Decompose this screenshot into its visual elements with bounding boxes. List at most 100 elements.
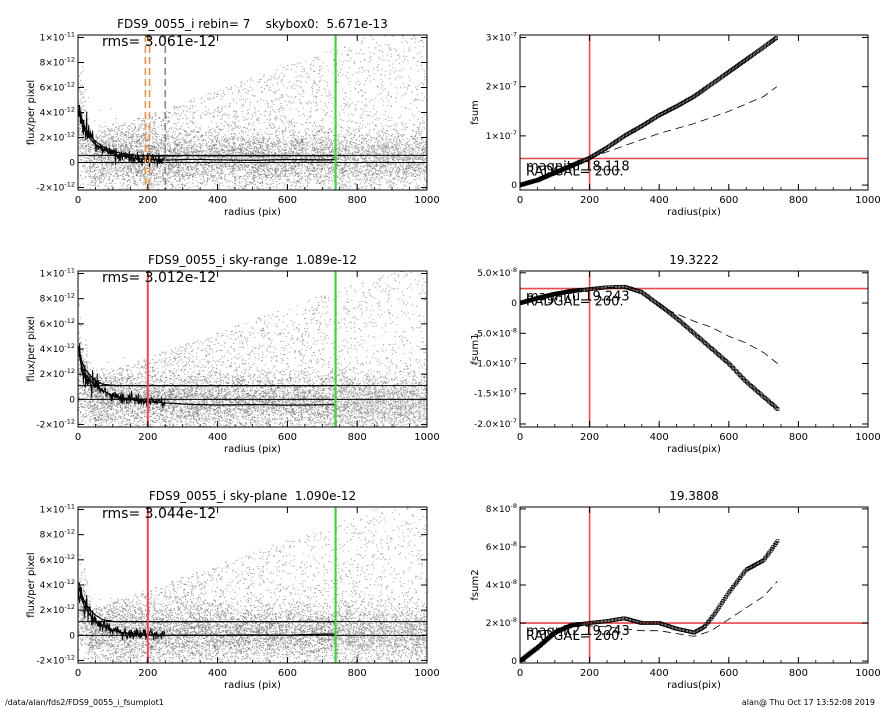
x-tick-label: 200 xyxy=(138,668,157,679)
y-tick-mantissa: 6×10 xyxy=(40,556,65,566)
rms-annotation: rms= 3.044e-12 xyxy=(102,506,216,522)
series-inner-thick xyxy=(520,288,580,305)
footer-path: /data/alan/fds2/FDS9_0055_i_fsumplot1 xyxy=(5,698,164,707)
y-tick-mantissa: 0 xyxy=(511,299,517,309)
plot-area xyxy=(78,271,427,427)
y-tick-label: 6×10-12 xyxy=(40,81,75,94)
x-axis-label: radius(pix) xyxy=(667,444,721,455)
y-tick-exponent: -12 xyxy=(64,528,75,536)
y-tick-exponent: -7 xyxy=(511,387,517,395)
y-tick-mantissa: 6×10 xyxy=(40,84,65,94)
x-tick-label: 600 xyxy=(719,432,738,443)
y-tick-mantissa: 2×10 xyxy=(40,606,65,616)
y-tick-exponent: -8 xyxy=(511,578,517,586)
y-tick-mantissa: 0 xyxy=(69,631,75,641)
y-tick-label: 1×10-11 xyxy=(40,31,75,44)
y-tick-label: -2×10-12 xyxy=(36,417,75,430)
y-axis-label: fsum xyxy=(470,100,481,125)
y-tick-mantissa: 2×10 xyxy=(486,619,511,629)
y-tick-mantissa: -5.0×10 xyxy=(474,329,511,339)
x-axis-label: radius(pix) xyxy=(667,207,721,218)
x-tick-label: 0 xyxy=(75,668,81,679)
x-tick-label: 1000 xyxy=(855,195,880,206)
profile-line-2 xyxy=(78,582,336,623)
y-tick-exponent: -8 xyxy=(511,540,517,548)
y-tick-label: 2×10-12 xyxy=(40,367,75,380)
panel-title: FDS9_0055_i sky-range 1.089e-12 xyxy=(148,253,357,267)
series-inner-thick xyxy=(520,622,580,663)
y-axis-label: fsum1 xyxy=(470,333,481,364)
y-tick-exponent: -12 xyxy=(64,553,75,561)
y-tick-label: 4×10-12 xyxy=(40,342,75,355)
y-tick-label: 8×10-12 xyxy=(40,56,75,69)
y-tick-label: -2.0×10-7 xyxy=(474,417,517,430)
y-tick-mantissa: 0 xyxy=(511,181,517,191)
x-tick-label: 0 xyxy=(75,432,81,443)
y-axis-label: flux/per pixel xyxy=(26,552,37,617)
y-tick-label: 5.0×10-8 xyxy=(477,266,517,279)
y-tick-mantissa: -2×10 xyxy=(36,656,64,666)
x-tick-label: 200 xyxy=(138,432,157,443)
y-tick-label: 1×10-11 xyxy=(40,503,75,516)
plot-area xyxy=(520,271,868,427)
profile-line-2 xyxy=(78,348,336,387)
y-tick-label: 3×10-7 xyxy=(486,30,517,43)
y-tick-mantissa: 3×10 xyxy=(486,33,511,43)
y-tick-exponent: -12 xyxy=(64,56,75,64)
y-tick-mantissa: 1×10 xyxy=(40,270,65,280)
y-tick-label: 0 xyxy=(69,631,75,641)
y-tick-mantissa: 2×10 xyxy=(40,134,65,144)
y-tick-exponent: -11 xyxy=(64,503,75,511)
y-tick-exponent: -8 xyxy=(511,616,517,624)
x-tick-label: 200 xyxy=(580,195,599,206)
y-tick-mantissa: 0 xyxy=(511,657,517,667)
profile-line-1 xyxy=(78,587,336,636)
y-tick-label: 2×10-12 xyxy=(40,131,75,144)
y-tick-label: 2×10-8 xyxy=(486,616,517,629)
x-tick-label: 600 xyxy=(719,668,738,679)
text-label-1: magnit2 19.243 xyxy=(526,624,630,639)
y-tick-mantissa: 2×10 xyxy=(486,83,511,93)
y-tick-mantissa: -1.0×10 xyxy=(474,360,511,370)
x-tick-label: 200 xyxy=(138,195,157,206)
y-axis-label: fsum2 xyxy=(470,569,481,600)
y-axis-label: flux/per pixel xyxy=(26,316,37,381)
plot-area xyxy=(520,35,868,190)
panel-1: rms= 3.061e-120 200 400 600 800 1000-2×10-120… xyxy=(26,17,440,218)
y-tick-exponent: -12 xyxy=(64,292,75,300)
y-tick-exponent: -11 xyxy=(64,267,75,275)
x-tick-label: 400 xyxy=(650,195,669,206)
y-tick-mantissa: 4×10 xyxy=(40,581,65,591)
panel-title: FDS9_0055_i rebin= 7 skybox0: 5.671e-13 xyxy=(117,17,388,31)
series-points xyxy=(520,36,778,188)
series-inner-thick xyxy=(520,160,581,188)
y-tick-mantissa: 6×10 xyxy=(40,320,65,330)
y-tick-label: 0 xyxy=(511,181,517,191)
y-tick-label: 1×10-7 xyxy=(486,129,517,142)
y-tick-label: 4×10-12 xyxy=(40,578,75,591)
x-tick-label: 800 xyxy=(348,668,367,679)
y-tick-mantissa: 4×10 xyxy=(40,109,65,119)
y-tick-label: 6×10-12 xyxy=(40,553,75,566)
x-tick-label: 400 xyxy=(208,668,227,679)
y-tick-exponent: -12 xyxy=(64,81,75,89)
y-tick-mantissa: 0 xyxy=(69,159,75,169)
y-tick-exponent: -8 xyxy=(511,266,517,274)
x-tick-label: 800 xyxy=(348,195,367,206)
x-tick-label: 0 xyxy=(517,195,523,206)
y-tick-label: 6×10-8 xyxy=(486,540,517,553)
y-tick-mantissa: 8×10 xyxy=(40,531,65,541)
series-dashed xyxy=(606,286,778,364)
y-tick-label: 6×10-12 xyxy=(40,317,75,330)
plot-area xyxy=(78,35,427,190)
y-tick-exponent: -7 xyxy=(511,80,517,88)
y-tick-mantissa: -1.5×10 xyxy=(474,390,511,400)
y-tick-mantissa: 4×10 xyxy=(486,581,511,591)
y-tick-label: 8×10-12 xyxy=(40,292,75,305)
x-tick-label: 200 xyxy=(580,432,599,443)
y-tick-exponent: -7 xyxy=(511,30,517,38)
